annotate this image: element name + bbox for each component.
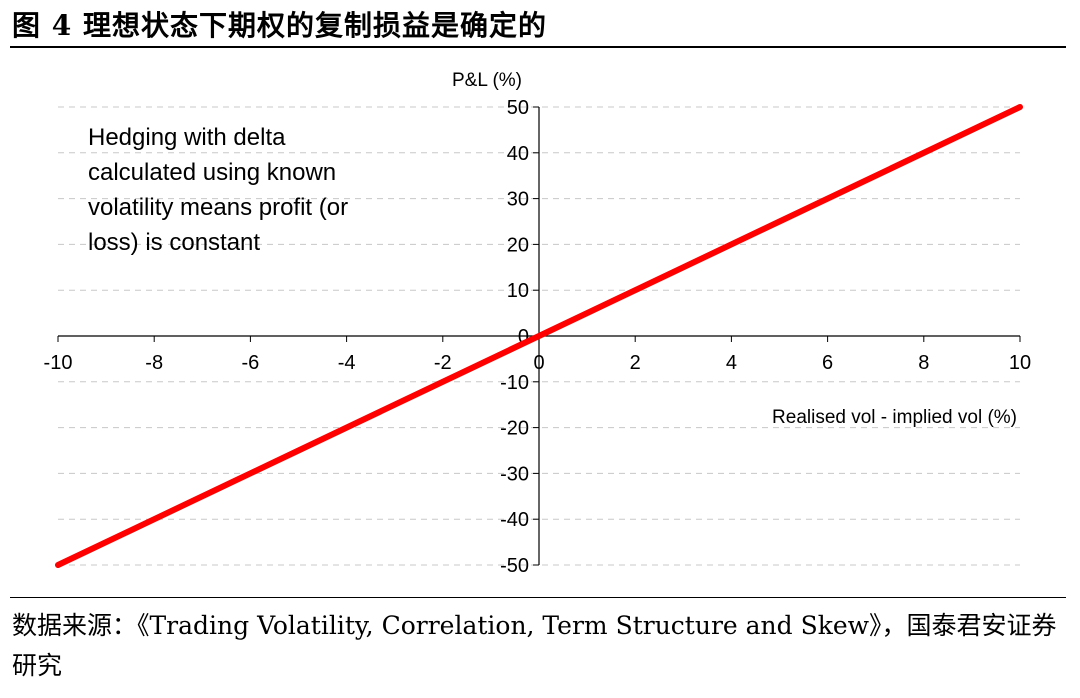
y-tick-label: 30 — [507, 189, 529, 211]
y-tick-label: 10 — [507, 280, 529, 302]
x-tick-label: 6 — [822, 352, 833, 374]
x-tick-label: 10 — [1009, 352, 1031, 374]
y-tick-label: -10 — [500, 372, 529, 394]
y-axis-label: P&L (%) — [452, 70, 522, 91]
y-tick-label: -20 — [500, 418, 529, 440]
x-tick-label: 0 — [533, 352, 544, 374]
source-note: 数据来源：《Trading Volatility, Correlation, T… — [12, 611, 1057, 680]
annotation-line: calculated using known — [88, 159, 336, 186]
x-tick-label: -10 — [44, 352, 73, 374]
y-tick-label: 40 — [507, 143, 529, 165]
figure-title: 图 4 理想状态下期权的复制损益是确定的 — [12, 9, 547, 42]
y-tick-label: -30 — [500, 463, 529, 485]
x-tick-label: -4 — [338, 352, 356, 374]
annotation-line: volatility means profit (or — [88, 194, 348, 221]
header-divider — [10, 46, 1066, 48]
x-tick-label: -2 — [434, 352, 452, 374]
x-tick-label: 8 — [918, 352, 929, 374]
y-tick-label: 20 — [507, 234, 529, 256]
footer-divider — [10, 597, 1066, 598]
x-tick-label: -6 — [242, 352, 260, 374]
x-tick-label: 4 — [726, 352, 737, 374]
annotation-line: Hedging with delta — [88, 124, 286, 151]
x-tick-label: 2 — [630, 352, 641, 374]
x-axis-label: Realised vol - implied vol (%) — [772, 407, 1017, 428]
y-tick-label: 50 — [507, 97, 529, 119]
chart-annotation: Hedging with delta calculated using known… — [88, 124, 348, 256]
y-tick-label: 0 — [518, 326, 529, 348]
series-line-0 — [55, 104, 1023, 568]
annotation-line: loss) is constant — [88, 229, 260, 256]
y-tick-label: -50 — [500, 555, 529, 577]
series-layer — [55, 104, 1023, 568]
x-tick-label: -8 — [145, 352, 163, 374]
y-tick-label: -40 — [500, 509, 529, 531]
